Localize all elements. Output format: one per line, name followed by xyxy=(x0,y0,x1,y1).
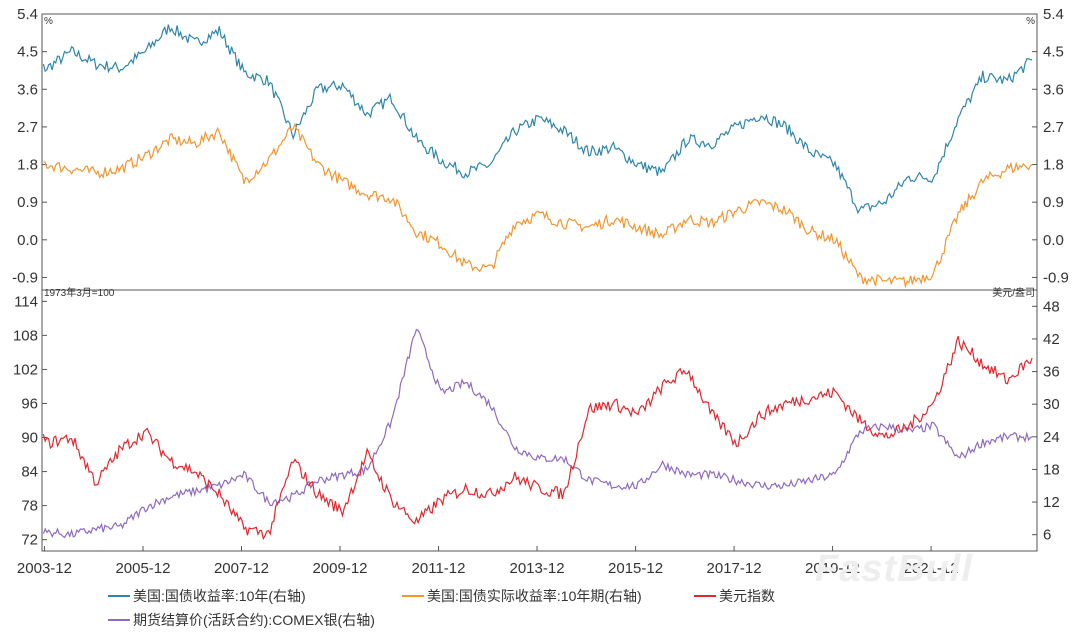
legend-item-dxy: 美元指数 xyxy=(694,586,775,606)
legend-item-silver: 期货结算价(活跃合约):COMEX银(右轴) xyxy=(108,610,375,630)
legend-item-us10y: 美国:国债收益率:10年(右轴) xyxy=(108,586,306,606)
legend-swatch xyxy=(108,595,130,597)
top-right-tick-label: 4.5 xyxy=(1043,44,1064,61)
legend-swatch xyxy=(694,595,716,597)
x-tick-label: 2013-12 xyxy=(510,560,565,577)
series-line-comex-silver xyxy=(42,328,1033,539)
top-panel-frame xyxy=(41,13,1038,291)
top-right-tick-label: 0.9 xyxy=(1043,194,1064,211)
bottom-right-tick-label: 42 xyxy=(1043,331,1060,348)
x-tick-label: 2021-12 xyxy=(904,560,959,577)
watermark: FastBull xyxy=(815,548,973,590)
legend-label: 美元指数 xyxy=(719,588,775,604)
bottom-right-tick-label: 18 xyxy=(1043,461,1060,478)
bottom-left-tick-label: 114 xyxy=(14,293,38,310)
top-right-tick-label: 2.7 xyxy=(1043,119,1064,136)
bottom-right-tick-label: 6 xyxy=(1043,527,1051,544)
top-left-tick-label: -0.9 xyxy=(12,269,38,286)
bottom-right-tick-label: 12 xyxy=(1043,494,1060,511)
bottom-left-tick-label: 90 xyxy=(21,430,38,447)
bottom-right-tick-label: 24 xyxy=(1043,429,1060,446)
top-left-tick-label: 5.4 xyxy=(17,6,38,23)
x-tick-label: 2019-12 xyxy=(805,560,860,577)
x-tick-label: 2011-12 xyxy=(412,560,466,577)
x-tick-label: 2003-12 xyxy=(17,560,72,577)
legend-item-real10y: 美国:国债实际收益率:10年期(右轴) xyxy=(402,586,642,606)
top-right-tick-label: 3.6 xyxy=(1043,81,1064,98)
bottom-left-unit-label: 1973年3月=100 xyxy=(44,286,115,299)
top-left-tick-label: 0.9 xyxy=(17,194,38,211)
bottom-left-tick-label: 84 xyxy=(21,464,38,481)
top-left-unit-label: % xyxy=(44,16,53,27)
series-line-us10y-real-yield xyxy=(43,122,1033,289)
legend-label: 美国:国债收益率:10年(右轴) xyxy=(133,588,306,604)
series-line-dollar-index xyxy=(42,336,1033,541)
series-line-us10y-yield xyxy=(42,24,1033,215)
top-left-tick-label: 1.8 xyxy=(17,157,38,174)
top-right-unit-label: % xyxy=(1026,16,1035,27)
top-right-tick-label: 0.0 xyxy=(1043,232,1064,249)
legend-label: 期货结算价(活跃合约):COMEX银(右轴) xyxy=(133,612,375,628)
top-right-tick-label: 5.4 xyxy=(1043,6,1064,23)
x-tick-label: 2005-12 xyxy=(115,560,170,577)
bottom-left-tick-label: 78 xyxy=(21,498,38,515)
legend-swatch xyxy=(402,595,424,597)
bottom-right-tick-label: 48 xyxy=(1043,298,1060,315)
x-tick-label: 2007-12 xyxy=(214,560,269,577)
top-left-tick-label: 0.0 xyxy=(17,232,38,249)
legend-label: 美国:国债实际收益率:10年期(右轴) xyxy=(427,588,642,604)
x-tick-label: 2015-12 xyxy=(608,560,663,577)
bottom-left-tick-label: 96 xyxy=(21,395,38,412)
bottom-left-tick-label: 108 xyxy=(13,327,38,344)
bottom-left-tick-label: 72 xyxy=(21,532,38,549)
top-right-tick-label: 1.8 xyxy=(1043,157,1064,174)
bottom-panel-frame xyxy=(41,289,1038,552)
bottom-right-tick-label: 30 xyxy=(1043,396,1060,413)
top-left-tick-label: 4.5 xyxy=(17,44,38,61)
x-tick-label: 2009-12 xyxy=(312,560,367,577)
top-left-tick-label: 2.7 xyxy=(17,119,38,136)
bottom-right-tick-label: 36 xyxy=(1043,364,1060,381)
bottom-right-unit-label: 美元/盎司 xyxy=(992,286,1035,299)
x-tick-label: 2017-12 xyxy=(707,560,762,577)
top-right-tick-label: -0.9 xyxy=(1043,269,1069,286)
top-left-tick-label: 3.6 xyxy=(17,81,38,98)
legend-swatch xyxy=(108,619,130,621)
bottom-left-tick-label: 102 xyxy=(13,361,38,378)
